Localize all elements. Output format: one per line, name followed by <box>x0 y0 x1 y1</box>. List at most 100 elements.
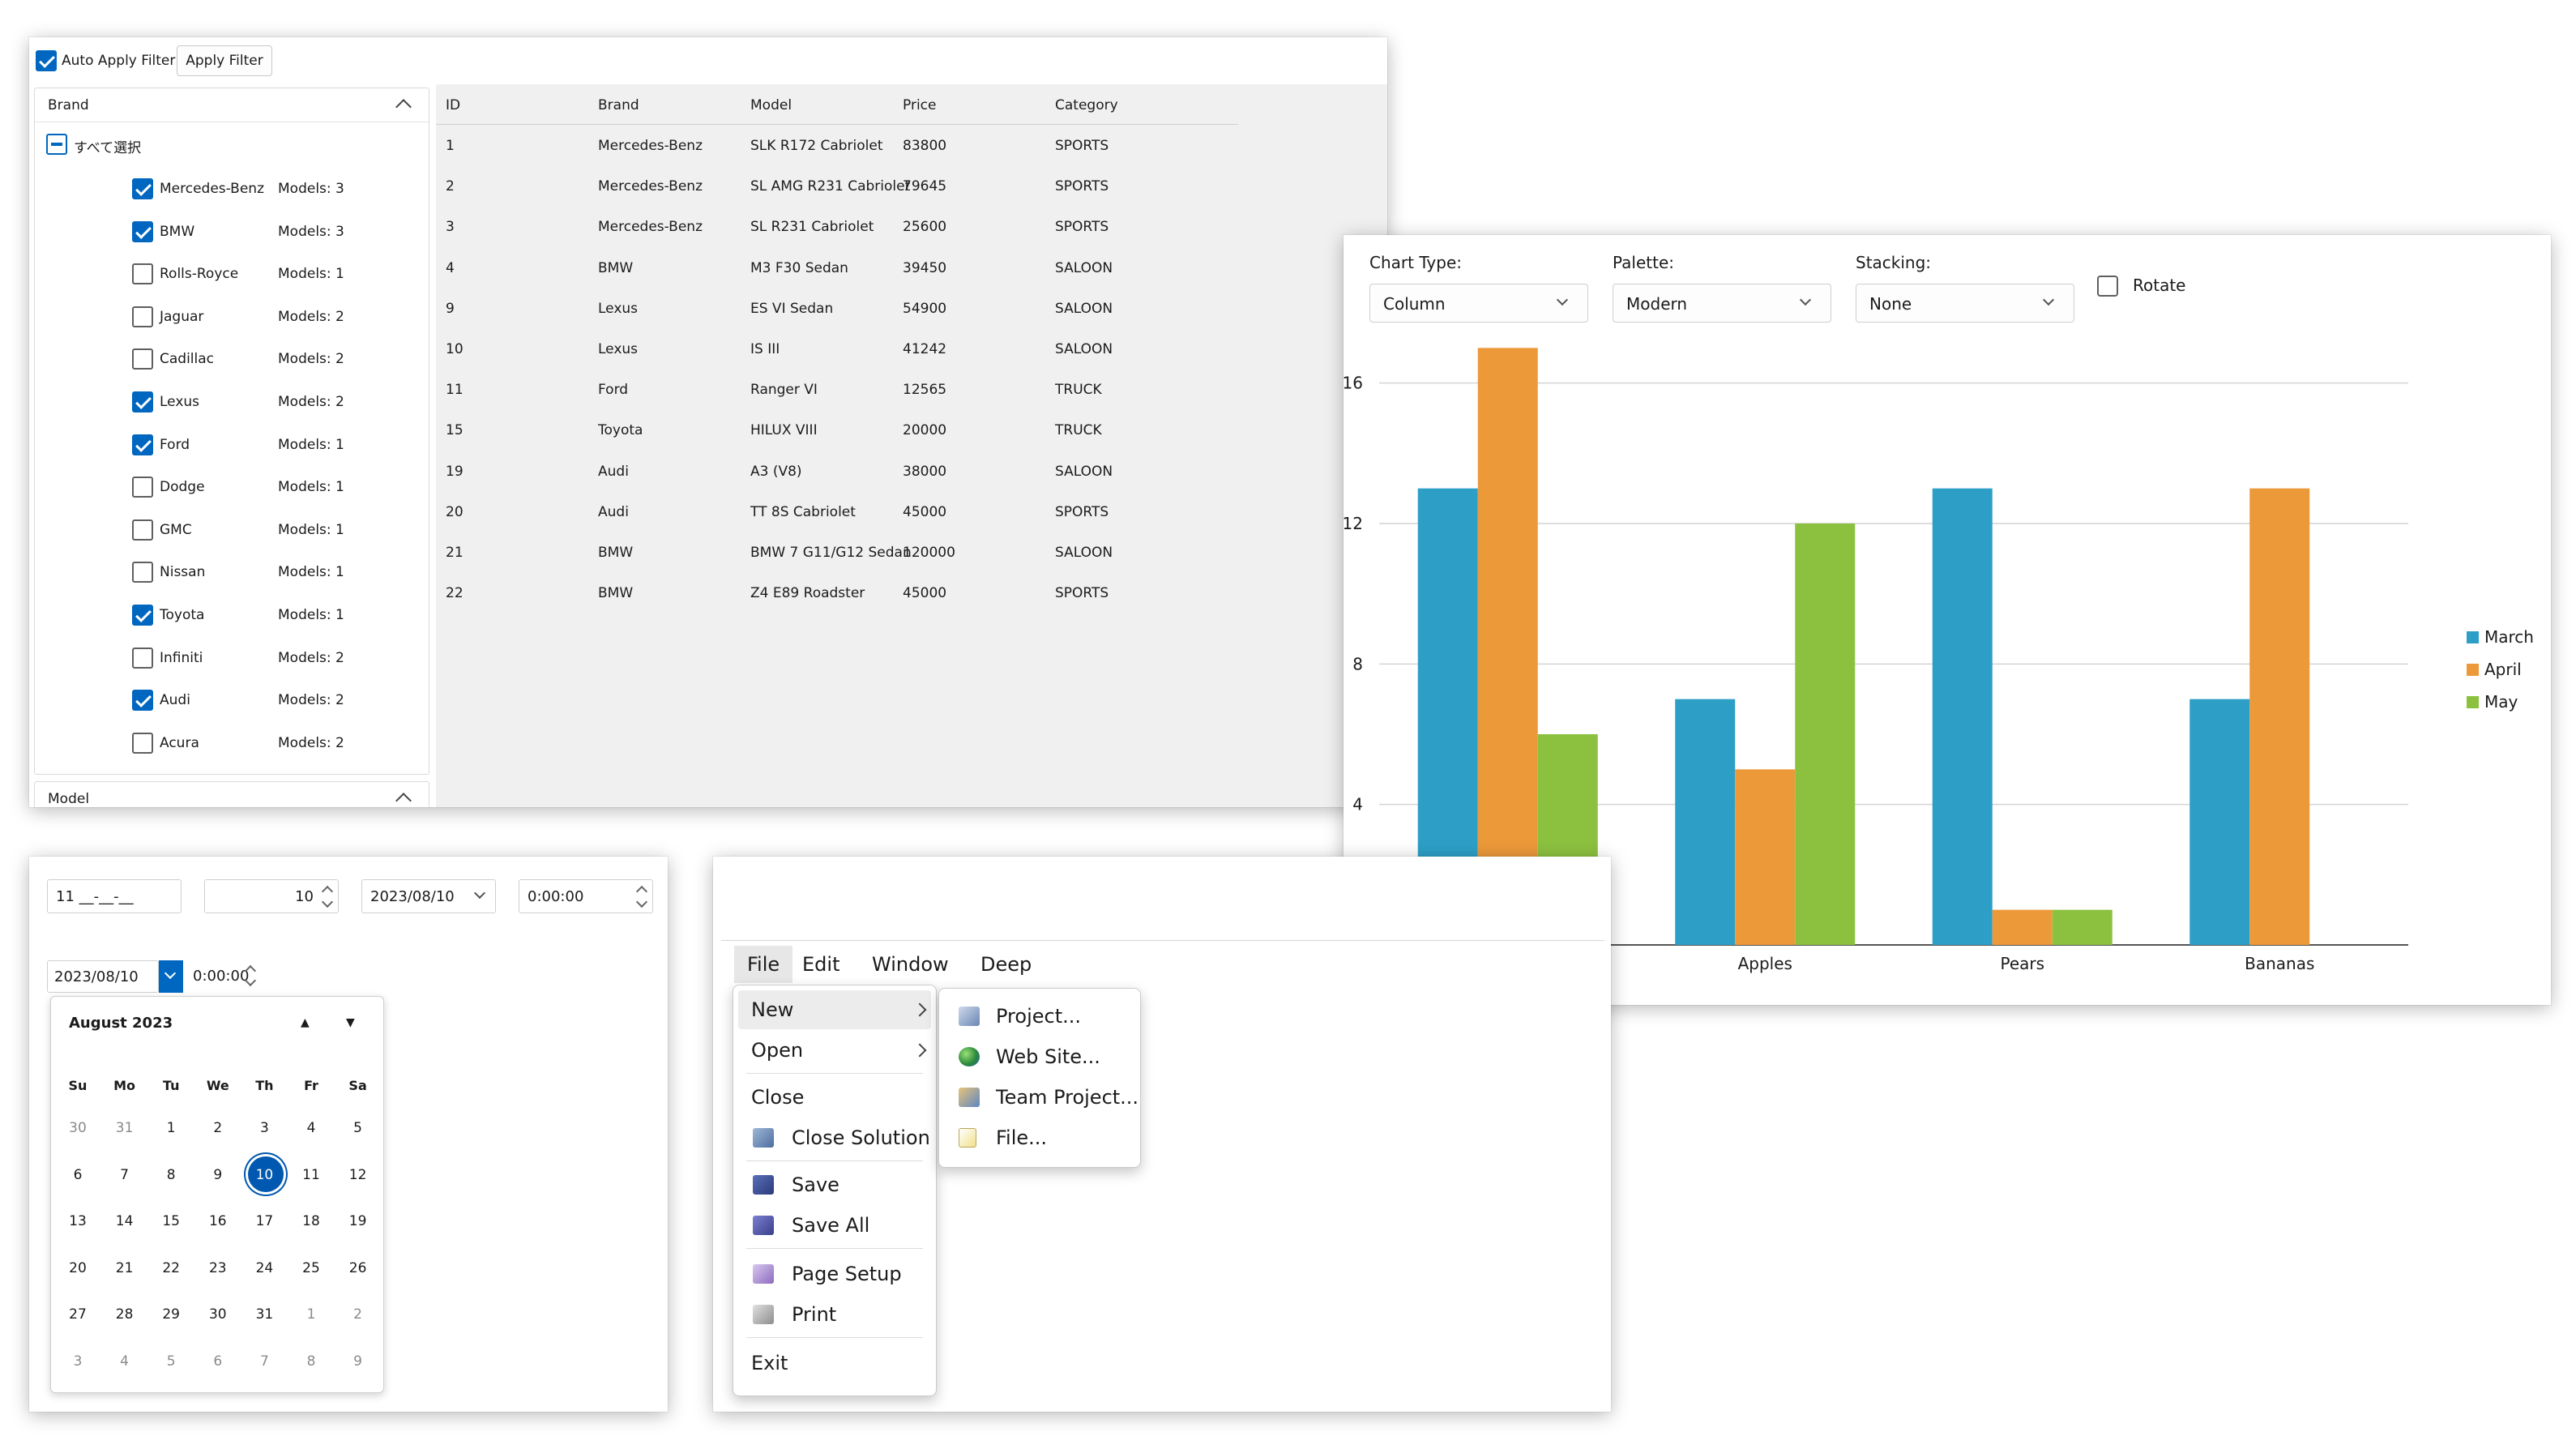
calendar-day[interactable]: 6 <box>73 1166 83 1183</box>
brand-filter-item[interactable]: Toyota Models: 1 <box>35 594 429 636</box>
brand-filter-item[interactable]: Ford Models: 1 <box>35 424 429 466</box>
column-header-id[interactable]: ID <box>446 97 461 113</box>
calendar-day[interactable]: 2 <box>213 1120 223 1136</box>
calendar-day[interactable]: 17 <box>255 1213 274 1230</box>
calendar-day[interactable]: 4 <box>120 1353 129 1370</box>
calendar-day[interactable]: 23 <box>208 1259 227 1276</box>
calendar-day[interactable]: 21 <box>115 1259 134 1276</box>
column-header-brand[interactable]: Brand <box>598 97 639 113</box>
calendar-day[interactable]: 7 <box>120 1166 129 1183</box>
table-row[interactable]: 15 Toyota HILUX VIII 20000 TRUCK <box>436 411 1238 451</box>
column-header-model[interactable]: Model <box>750 97 792 113</box>
brand-filter-item[interactable]: GMC Models: 1 <box>35 509 429 551</box>
calendar-day[interactable]: 3 <box>73 1353 83 1370</box>
bar-march-bananas[interactable] <box>2189 699 2250 945</box>
palette-combo[interactable]: Modern <box>1613 284 1831 323</box>
brand-checkbox[interactable] <box>132 562 153 583</box>
brand-filter-item[interactable]: Acura Models: 2 <box>35 722 429 764</box>
numeric-input[interactable]: 10 <box>204 879 339 913</box>
table-row[interactable]: 4 BMW M3 F30 Sedan 39450 SALOON <box>436 249 1238 289</box>
menu-item-print[interactable]: Print <box>738 1295 931 1334</box>
brand-checkbox[interactable] <box>132 434 153 455</box>
menu-item-open[interactable]: Open <box>738 1031 931 1070</box>
menu-item-new[interactable]: New <box>738 990 931 1029</box>
calendar-day[interactable]: 3 <box>259 1120 269 1136</box>
calendar-day[interactable]: 7 <box>259 1353 269 1370</box>
menu-item-save-all[interactable]: Save All <box>738 1206 931 1245</box>
menu-item-exit[interactable]: Exit <box>738 1344 931 1383</box>
brand-checkbox[interactable] <box>132 220 153 242</box>
calendar-day[interactable]: 31 <box>255 1306 274 1323</box>
table-row[interactable]: 9 Lexus ES VI Sedan 54900 SALOON <box>436 289 1238 330</box>
chart-type-combo[interactable]: Column <box>1369 284 1588 323</box>
submenu-item-file[interactable]: File... <box>944 1118 1135 1157</box>
calendar-day[interactable]: 31 <box>115 1120 134 1136</box>
calendar-day[interactable]: 1 <box>306 1306 316 1323</box>
brand-filter-item[interactable]: Infiniti Models: 2 <box>35 637 429 679</box>
bar-march-pears[interactable] <box>1932 488 1993 945</box>
spin-down-icon[interactable] <box>321 895 334 908</box>
calendar-day[interactable]: 27 <box>69 1306 87 1323</box>
calendar-day[interactable]: 25 <box>302 1259 320 1276</box>
calendar-day[interactable]: 30 <box>208 1306 227 1323</box>
brand-filter-item[interactable]: BMW Models: 3 <box>35 211 429 253</box>
table-row[interactable]: 2 Mercedes-Benz SL AMG R231 Cabriolet 79645… <box>436 167 1238 207</box>
bar-april-pears[interactable] <box>1992 909 2053 945</box>
brand-panel-header[interactable]: Brand <box>35 88 429 122</box>
brand-checkbox[interactable] <box>132 348 153 370</box>
spin-down-icon[interactable] <box>635 895 648 908</box>
calendar-day[interactable]: 5 <box>353 1120 362 1136</box>
calendar-day[interactable]: 14 <box>115 1213 134 1230</box>
calendar-day[interactable]: 15 <box>162 1213 180 1230</box>
submenu-item-project[interactable]: Project... <box>944 997 1135 1036</box>
table-row[interactable]: 21 BMW BMW 7 G11/G12 Sedan 120000 SALOON <box>436 533 1238 574</box>
stacking-combo[interactable]: None <box>1856 284 2074 323</box>
brand-filter-item[interactable]: Cadillac Models: 2 <box>35 338 429 380</box>
calendar-day[interactable]: 5 <box>166 1353 176 1370</box>
calendar-day[interactable]: 11 <box>302 1166 320 1183</box>
apply-filter-button[interactable]: Apply Filter <box>177 45 272 76</box>
menu-item-page-setup[interactable]: Page Setup <box>738 1255 931 1293</box>
picker-dropdown-button[interactable] <box>159 960 183 993</box>
time-input[interactable]: 0:00:00 <box>519 879 653 913</box>
calendar-day[interactable]: 4 <box>306 1120 316 1136</box>
calendar-day-selected[interactable]: 10 <box>241 1153 288 1195</box>
calendar-day[interactable]: 28 <box>115 1306 134 1323</box>
calendar-day[interactable]: 6 <box>213 1353 223 1370</box>
calendar-day[interactable]: 18 <box>302 1213 320 1230</box>
calendar-day[interactable]: 13 <box>69 1213 87 1230</box>
select-all-checkbox[interactable] <box>46 134 67 155</box>
menu-edit[interactable]: Edit <box>802 953 840 976</box>
calendar-day[interactable]: 1 <box>166 1120 176 1136</box>
bar-may-pears[interactable] <box>2052 909 2112 945</box>
brand-filter-item[interactable]: Lexus Models: 2 <box>35 381 429 423</box>
calendar-day[interactable]: 19 <box>348 1213 367 1230</box>
table-row[interactable]: 3 Mercedes-Benz SL R231 Cabriolet 25600 SPOR… <box>436 207 1238 248</box>
brand-checkbox[interactable] <box>132 519 153 541</box>
menu-item-close-solution[interactable]: Close Solution <box>738 1118 931 1157</box>
previous-month-icon[interactable]: ▲ <box>301 1016 310 1029</box>
calendar-day[interactable]: 8 <box>166 1166 176 1183</box>
menu-window[interactable]: Window <box>872 953 949 976</box>
calendar-day[interactable]: 16 <box>208 1213 227 1230</box>
collapse-icon[interactable] <box>395 793 412 807</box>
table-row[interactable]: 1 Mercedes-Benz SLK R172 Cabriolet 83800 SPO… <box>436 126 1238 167</box>
calendar-day[interactable]: 26 <box>348 1259 367 1276</box>
brand-filter-item[interactable]: Nissan Models: 1 <box>35 551 429 593</box>
calendar-day[interactable]: 20 <box>69 1259 87 1276</box>
calendar-day[interactable]: 29 <box>162 1306 180 1323</box>
table-row[interactable]: 20 Audi TT 8S Cabriolet 45000 SPORTS <box>436 493 1238 533</box>
calendar-month-title[interactable]: August 2023 <box>69 1015 173 1032</box>
table-row[interactable]: 10 Lexus IS III 41242 SALOON <box>436 330 1238 370</box>
calendar-day[interactable]: 9 <box>353 1353 362 1370</box>
bar-march-apples[interactable] <box>1675 699 1736 945</box>
calendar-day[interactable]: 30 <box>69 1120 87 1136</box>
masked-date-input[interactable]: 11 __-__-__ <box>47 879 182 913</box>
menu-deep[interactable]: Deep <box>980 953 1032 976</box>
brand-checkbox[interactable] <box>132 477 153 498</box>
submenu-item-web-site[interactable]: Web Site... <box>944 1037 1135 1076</box>
auto-apply-checkbox[interactable] <box>36 50 57 71</box>
brand-checkbox[interactable] <box>132 732 153 754</box>
column-header-price[interactable]: Price <box>903 97 937 113</box>
bar-may-apples[interactable] <box>1795 524 1856 945</box>
